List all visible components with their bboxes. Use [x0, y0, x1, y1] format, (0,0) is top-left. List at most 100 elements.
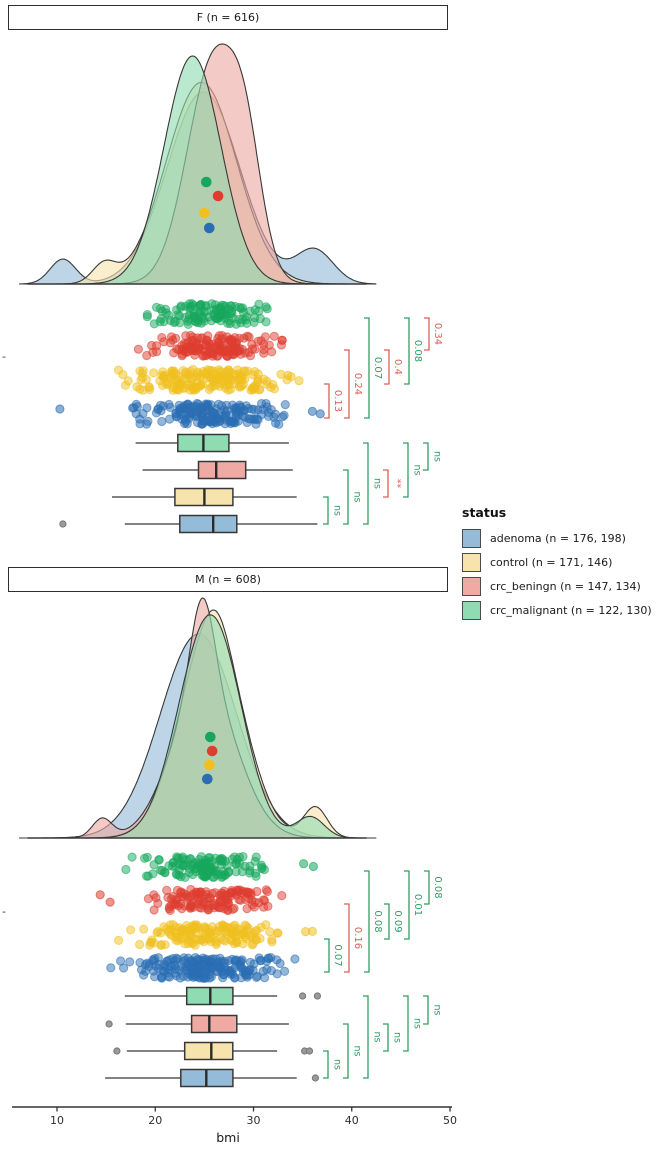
- legend-label-crc-malignant: crc_malignant (n = 122, 130): [490, 604, 652, 617]
- jitter-point-crc_beningn: [262, 887, 272, 897]
- jitter-point-crc_malignant: [157, 865, 167, 876]
- jitter-point-crc_malignant: [261, 302, 271, 312]
- significance-label: ns: [412, 1018, 423, 1029]
- density-curve-crc_malignant: [19, 55, 377, 285]
- legend-swatch-adenoma: [462, 529, 481, 548]
- jitter-point-crc_malignant: [175, 318, 185, 328]
- jitter-point-adenoma: [155, 400, 166, 410]
- significance-bracket: [363, 995, 369, 1079]
- significance-label: ns: [332, 1059, 343, 1070]
- jitter-point-crc_beningn: [163, 892, 173, 903]
- jitter-point-crc_beningn: [143, 894, 153, 904]
- significance-bracket: [323, 496, 329, 525]
- jitter-point-crc_beningn: [231, 890, 242, 900]
- jitter-point-control: [137, 373, 148, 383]
- jitter-point-crc_malignant: [174, 853, 184, 863]
- jitter-point-control: [253, 374, 263, 384]
- jitter-point-crc_beningn: [239, 333, 249, 343]
- jitter-point-crc_malignant: [217, 856, 227, 866]
- comparison-label: 0.08: [432, 876, 443, 898]
- jitter-point-crc_beningn: [188, 902, 198, 913]
- jitter-point-adenoma: [272, 955, 282, 965]
- jitter-point-crc_malignant: [165, 315, 176, 326]
- y-tick-label-facet-2: -: [2, 905, 6, 918]
- jitter-point-adenoma: [218, 973, 228, 983]
- jitter-point-control: [158, 367, 168, 377]
- jitter-point-crc_malignant: [155, 317, 165, 327]
- significance-label: ns: [392, 1032, 403, 1043]
- comparison-bracket: [364, 870, 370, 973]
- jitter-point-crc_malignant: [180, 872, 190, 883]
- significance-bracket: [383, 469, 389, 498]
- jitter-point-crc_beningn: [177, 345, 187, 355]
- jitter-point-adenoma: [220, 419, 230, 429]
- jitter-point-crc_beningn: [249, 902, 259, 912]
- x-axis-title: bmi: [216, 1130, 240, 1145]
- jitter-point-adenoma: [151, 408, 161, 418]
- jitter-point-adenoma: [244, 403, 254, 414]
- jitter-point-control: [262, 376, 272, 386]
- mean-dot-adenoma: [204, 222, 215, 234]
- jitter-point-crc_beningn: [208, 351, 218, 361]
- comparison-bracket: [364, 317, 370, 419]
- jitter-point-adenoma: [280, 966, 290, 977]
- significance-bracket: [363, 442, 369, 525]
- outlier-point: [313, 992, 321, 1000]
- jitter-point-crc_beningn: [252, 886, 262, 897]
- comparison-label: 0.08: [372, 910, 383, 932]
- jitter-point-crc_malignant: [160, 304, 171, 314]
- jitter-point-control: [196, 380, 206, 390]
- mean-dot-crc_malignant: [201, 176, 212, 188]
- jitter-point-control: [248, 939, 258, 949]
- jitter-point-adenoma: [237, 411, 248, 421]
- jitter-point-control: [240, 374, 250, 384]
- jitter-point-adenoma: [165, 414, 175, 424]
- jitter-point-adenoma: [183, 972, 193, 982]
- jitter-point-crc_beningn: [168, 335, 178, 345]
- jitter-point-adenoma: [125, 957, 135, 967]
- jitter-point-crc_beningn: [186, 344, 196, 354]
- jitter-point-crc_malignant: [201, 863, 211, 874]
- jitter-point-crc_beningn: [260, 332, 270, 342]
- jitter-point-crc_malignant: [299, 859, 309, 869]
- jitter-point-crc_beningn: [181, 331, 191, 341]
- jitter-point-adenoma: [144, 961, 154, 972]
- jitter-point-adenoma: [55, 404, 65, 414]
- jitter-point-crc_beningn: [222, 346, 233, 356]
- jitter-point-control: [126, 925, 136, 935]
- jitter-point-control: [204, 384, 214, 395]
- jitter-point-adenoma: [258, 966, 268, 977]
- jitter-point-adenoma: [278, 412, 288, 422]
- jitter-point-control: [178, 374, 188, 385]
- jitter-point-adenoma: [255, 955, 265, 966]
- jitter-point-adenoma: [106, 963, 116, 973]
- jitter-point-crc_beningn: [247, 344, 258, 354]
- box-control: [183, 1041, 234, 1061]
- jitter-point-adenoma: [149, 956, 159, 966]
- significance-bracket: [403, 442, 409, 498]
- jitter-point-crc_beningn: [200, 346, 210, 357]
- jitter-point-adenoma: [191, 409, 201, 419]
- jitter-point-control: [189, 922, 199, 932]
- jitter-point-crc_beningn: [259, 339, 269, 350]
- significance-label: ns: [432, 1005, 443, 1016]
- jitter-point-crc_beningn: [159, 337, 169, 347]
- jitter-point-crc_malignant: [194, 309, 204, 319]
- jitter-point-control: [120, 380, 131, 390]
- jitter-point-crc_beningn: [269, 331, 279, 341]
- jitter-point-adenoma: [165, 402, 175, 412]
- legend-item-crc-malignant: crc_malignant (n = 122, 130): [462, 601, 670, 620]
- jitter-point-crc_beningn: [192, 333, 202, 343]
- jitter-point-control: [170, 368, 181, 378]
- legend-label-adenoma: adenoma (n = 176, 198): [490, 532, 626, 545]
- jitter-point-crc_malignant: [245, 868, 255, 878]
- significance-label: ns: [372, 1032, 383, 1043]
- jitter-point-adenoma: [199, 416, 209, 426]
- jitter-point-control: [149, 368, 159, 378]
- jitter-point-crc_malignant: [203, 312, 214, 322]
- significance-bracket: [403, 995, 409, 1052]
- jitter-point-control: [265, 927, 275, 937]
- jitter-point-crc_beningn: [214, 331, 224, 341]
- jitter-point-adenoma: [132, 402, 142, 412]
